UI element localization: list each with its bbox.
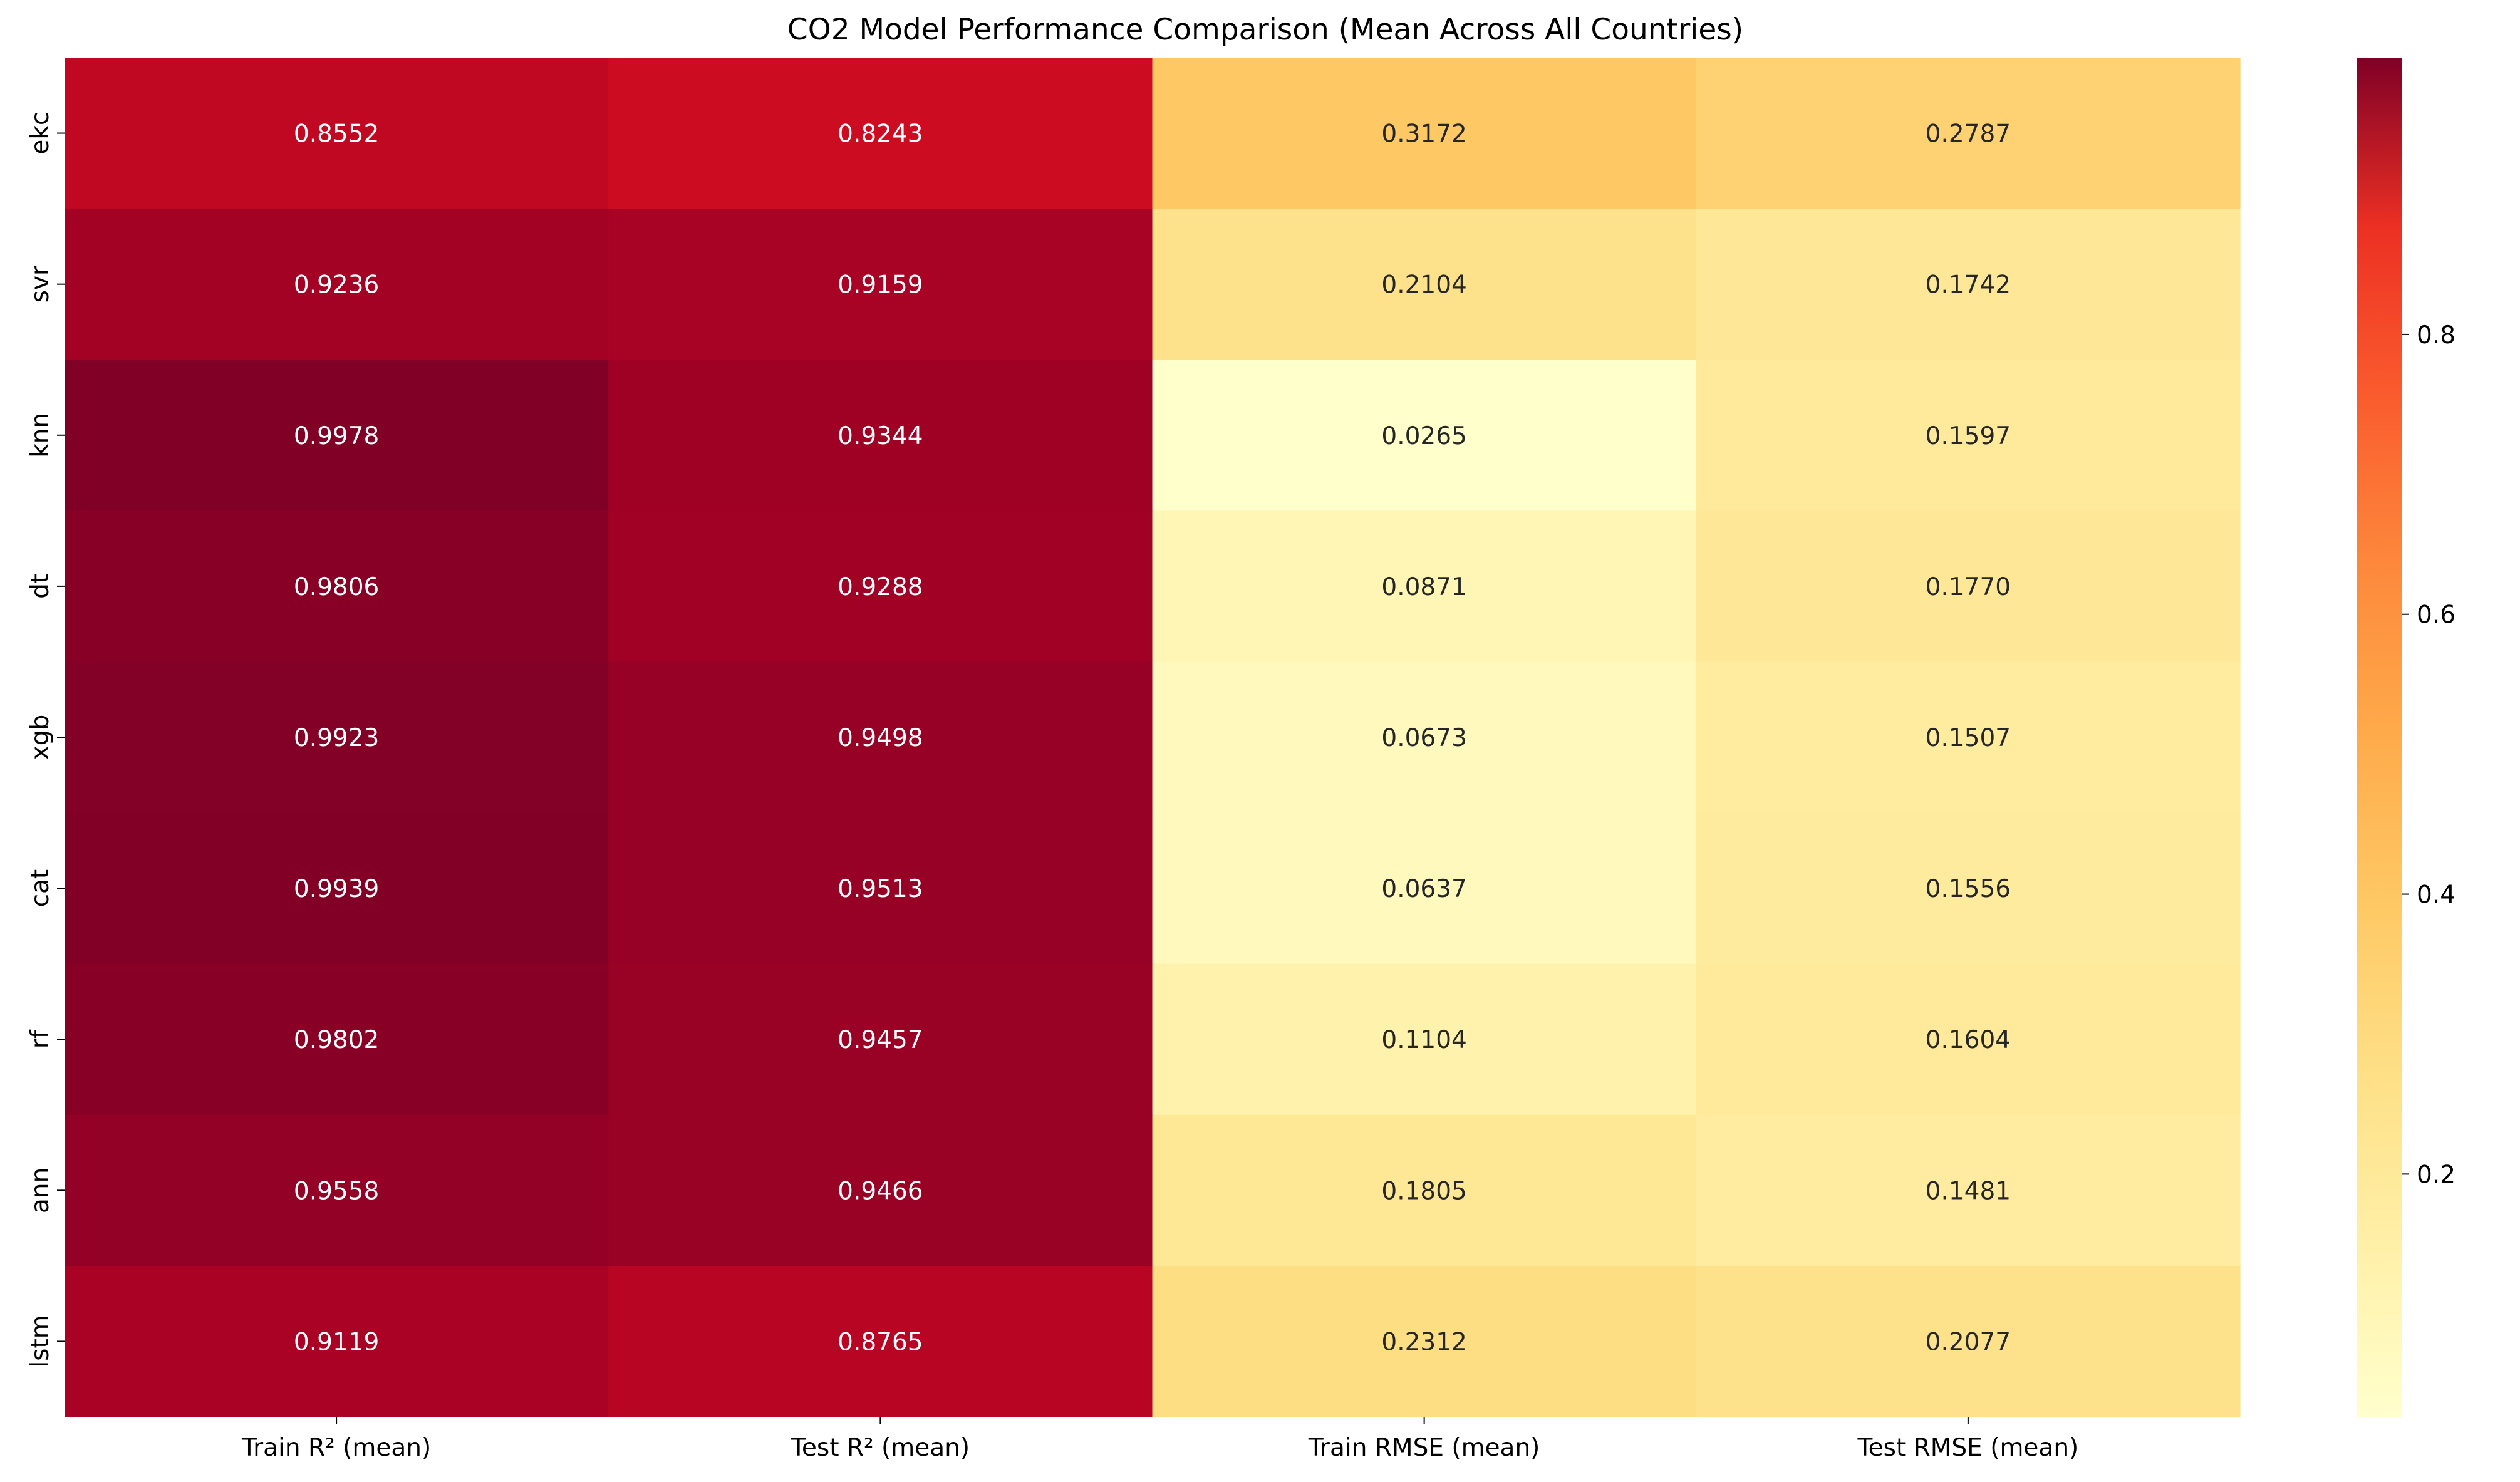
heatmap-cell — [608, 1265, 1153, 1417]
cell-value-label: 0.2077 — [1926, 1328, 2011, 1356]
heatmap-cell — [1152, 1114, 1697, 1267]
heatmap-cell — [1152, 963, 1697, 1116]
cell-value-label: 0.9806 — [294, 573, 379, 601]
cell-value-label: 0.0265 — [1381, 422, 1466, 450]
heatmap-cell — [608, 963, 1153, 1116]
column-label: Test RMSE (mean) — [1857, 1434, 2078, 1462]
cell-value-label: 0.9119 — [294, 1328, 379, 1356]
heatmap-cell — [1696, 661, 2241, 814]
row-label: lstm — [26, 1315, 54, 1367]
heatmap-cells — [65, 58, 2241, 1417]
cell-value-label: 0.2312 — [1381, 1328, 1466, 1356]
cell-value-label: 0.9939 — [294, 875, 379, 903]
cell-value-label: 0.1604 — [1926, 1026, 2011, 1054]
heatmap-cell — [1696, 1114, 2241, 1267]
column-label: Train RMSE (mean) — [1308, 1434, 1540, 1462]
row-label: rf — [26, 1029, 54, 1049]
heatmap-cell — [1696, 510, 2241, 663]
cell-value-label: 0.9498 — [837, 724, 923, 752]
heatmap-cell — [608, 209, 1153, 360]
column-label: Test R² (mean) — [791, 1434, 970, 1462]
heatmap-cell — [1152, 812, 1697, 965]
colorbar-ticks: 0.2 0.4 0.6 0.8 — [2402, 321, 2455, 1189]
row-label: ann — [26, 1168, 54, 1213]
row-label: svr — [26, 265, 54, 303]
column-label: Train R² (mean) — [241, 1434, 431, 1462]
heatmap-cell — [1696, 58, 2241, 209]
heatmap-cell — [608, 812, 1153, 965]
heatmap-cell — [1152, 58, 1697, 209]
row-label: cat — [26, 869, 54, 908]
heatmap-cell — [608, 661, 1153, 814]
cell-value-label: 0.0637 — [1381, 875, 1466, 903]
heatmap-cell — [65, 510, 609, 663]
cell-value-label: 0.9513 — [837, 875, 923, 903]
heatmap-cell — [1152, 510, 1697, 663]
colorbar-tick-label: 0.8 — [2417, 321, 2455, 350]
colorbar-tick-label: 0.2 — [2417, 1161, 2455, 1189]
row-label: xgb — [26, 715, 54, 760]
cell-value-label: 0.8552 — [294, 120, 379, 148]
heatmap-cell — [608, 58, 1153, 209]
cell-value-label: 0.9802 — [294, 1026, 379, 1054]
heatmap-cell — [65, 58, 609, 209]
heatmap-cell — [65, 209, 609, 360]
cell-value-label: 0.9159 — [837, 271, 923, 299]
cell-value-label: 0.9344 — [837, 422, 923, 450]
cell-value-labels: 0.8552 0.8243 0.3172 0.2787 0.9236 0.9159 0.21… — [294, 120, 2011, 1357]
heatmap-cell — [65, 963, 609, 1116]
row-labels: ekc svr knn dt xgb cat rf ann lstm — [26, 112, 65, 1368]
cell-value-label: 0.1556 — [1926, 875, 2011, 903]
cell-value-label: 0.1770 — [1926, 573, 2011, 601]
cell-value-label: 0.9978 — [294, 422, 379, 450]
heatmap-cell — [1152, 360, 1697, 511]
cell-value-label: 0.3172 — [1381, 120, 1466, 148]
heatmap-cell — [1696, 812, 2241, 965]
cell-value-label: 0.2104 — [1381, 271, 1466, 299]
heatmap-cell — [608, 1114, 1153, 1267]
colorbar-tick-label: 0.4 — [2417, 881, 2455, 909]
cell-value-label: 0.8243 — [837, 120, 923, 148]
chart-title: CO2 Model Performance Comparison (Mean A… — [787, 13, 1743, 47]
cell-value-label: 0.0871 — [1381, 573, 1466, 601]
heatmap-cell — [65, 812, 609, 965]
heatmap-cell — [1152, 661, 1697, 814]
row-label: dt — [26, 574, 54, 599]
cell-value-label: 0.9236 — [294, 271, 379, 299]
cell-value-label: 0.1597 — [1926, 422, 2011, 450]
heatmap-cell — [65, 661, 609, 814]
cell-value-label: 0.9558 — [294, 1177, 379, 1205]
cell-value-label: 0.9466 — [837, 1177, 923, 1205]
heatmap-cell — [608, 510, 1153, 663]
row-label: knn — [26, 413, 54, 458]
cell-value-label: 0.1805 — [1381, 1177, 1466, 1205]
colorbar-gradient — [2357, 58, 2402, 1417]
cell-value-label: 0.8765 — [837, 1328, 923, 1356]
heatmap-cell — [1696, 360, 2241, 511]
cell-value-label: 0.9457 — [837, 1026, 923, 1054]
heatmap-cell — [65, 360, 609, 511]
cell-value-label: 0.1104 — [1381, 1026, 1466, 1054]
cell-value-label: 0.1742 — [1926, 271, 2011, 299]
heatmap-cell — [608, 360, 1153, 511]
cell-value-label: 0.0673 — [1381, 724, 1466, 752]
column-labels: Train R² (mean) Test R² (mean) Train RMSE … — [241, 1417, 2078, 1462]
heatmap-cell — [1696, 1265, 2241, 1417]
heatmap-cell — [1696, 209, 2241, 360]
cell-value-label: 0.9288 — [837, 573, 923, 601]
heatmap-cell — [1152, 1265, 1697, 1417]
cell-value-label: 0.1481 — [1926, 1177, 2011, 1205]
heatmap-cell — [1696, 963, 2241, 1116]
heatmap-cell — [65, 1265, 609, 1417]
colorbar: 0.2 0.4 0.6 0.8 — [2357, 58, 2455, 1417]
colorbar-tick-label: 0.6 — [2417, 601, 2455, 630]
cell-value-label: 0.1507 — [1926, 724, 2011, 752]
row-label: ekc — [26, 112, 54, 155]
heatmap-cell — [1152, 209, 1697, 360]
cell-value-label: 0.2787 — [1926, 120, 2011, 148]
heatmap-cell — [65, 1114, 609, 1267]
cell-value-label: 0.9923 — [294, 724, 379, 752]
